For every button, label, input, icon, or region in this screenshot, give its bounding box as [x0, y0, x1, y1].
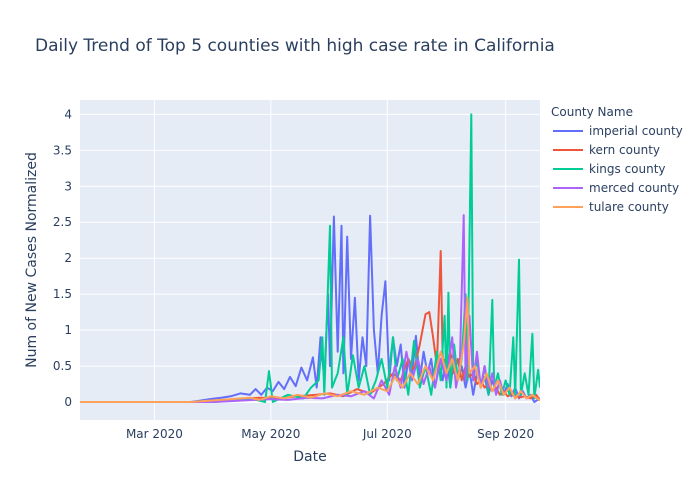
y-tick-label: 3.5 [53, 143, 72, 157]
y-tick-label: 1 [64, 323, 72, 337]
legend-item-label: tulare county [589, 200, 669, 214]
legend-item-label: kings county [589, 162, 666, 176]
x-tick-label: Sep 2020 [477, 427, 534, 441]
chart-title: Daily Trend of Top 5 counties with high … [35, 36, 555, 56]
y-tick-label: 2.5 [53, 215, 72, 229]
x-tick-label: May 2020 [241, 427, 300, 441]
x-tick-label: Jul 2020 [362, 427, 412, 441]
legend-title: County Name [551, 105, 633, 119]
legend-item-label: merced county [589, 181, 679, 195]
y-tick-label: 2 [64, 251, 72, 265]
series-line-tulare-county [80, 296, 540, 403]
x-axis-ticks: Mar 2020 May 2020 Jul 2020 Sep 2020 [126, 427, 534, 441]
series-lines [80, 113, 540, 403]
y-tick-label: 0.5 [53, 359, 72, 373]
legend-item-label: kern county [589, 143, 660, 157]
legend: County Name imperial county kern county ki… [551, 105, 683, 214]
y-tick-label: 4 [64, 107, 72, 121]
y-tick-label: 3 [64, 179, 72, 193]
y-axis-label: Num of New Cases Normalized [24, 152, 40, 368]
legend-item-label: imperial county [589, 124, 683, 138]
x-tick-label: Mar 2020 [126, 427, 183, 441]
y-axis-ticks: 0 0.5 1 1.5 2 2.5 3 3.5 4 [53, 107, 72, 409]
y-tick-label: 1.5 [53, 287, 72, 301]
y-tick-label: 0 [64, 395, 72, 409]
x-axis-label: Date [293, 449, 326, 465]
